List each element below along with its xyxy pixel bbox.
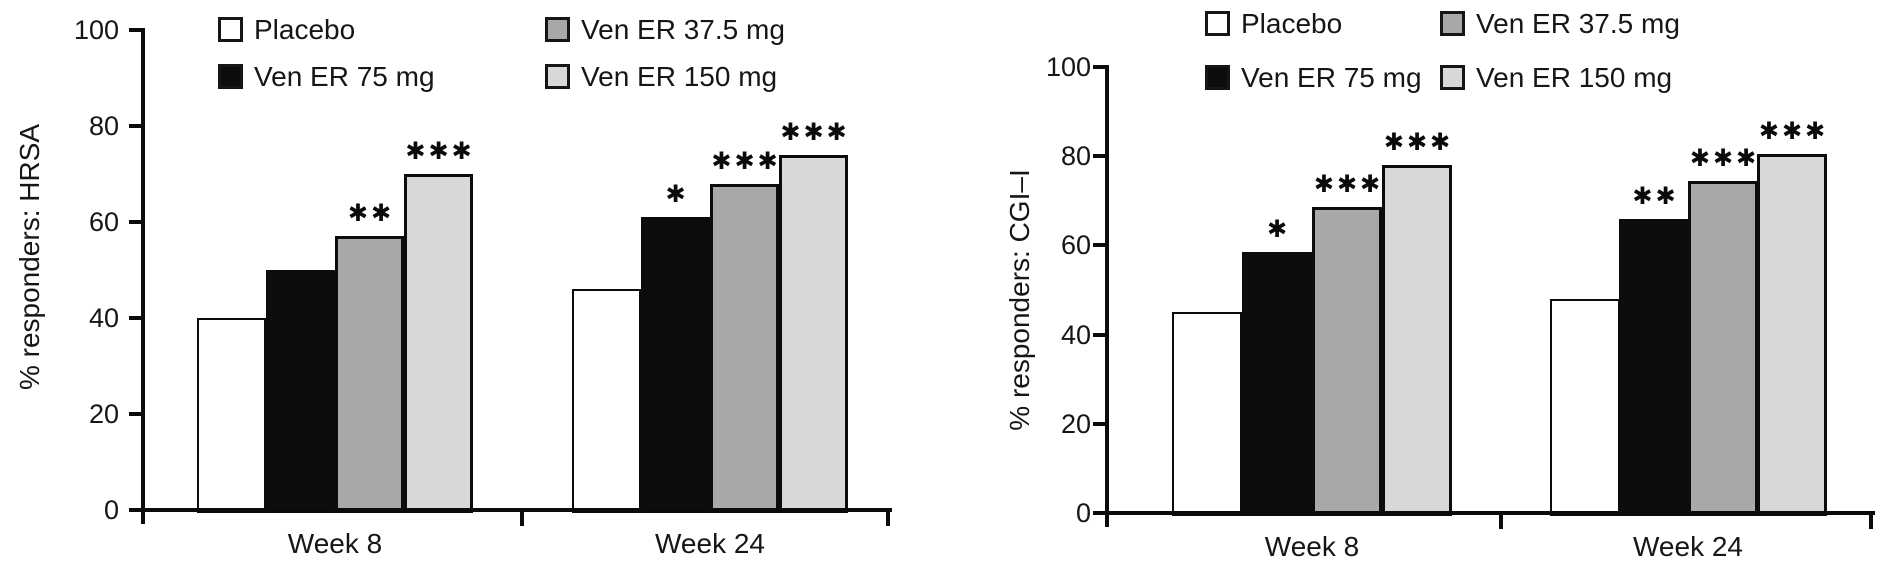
y-axis-label: % responders: CGI–I: [1004, 169, 1035, 431]
x-category-label-week-8: Week 8: [287, 528, 383, 559]
bar-placebo-week-24: [572, 289, 641, 513]
bar-ven-er-150-mg-week-24: [1757, 153, 1827, 516]
legend-label-ven-er-75-mg: Ven ER 75 mg: [254, 60, 435, 92]
y-tick-label: 20: [88, 399, 119, 429]
bar-placebo-week-8: [197, 318, 266, 513]
y-tick-label: 20: [1060, 408, 1091, 439]
legend-label-ven-er-75-mg: Ven ER 75 mg: [1241, 61, 1422, 93]
x-axis-end-tick: [1869, 511, 1873, 529]
y-tick: [129, 412, 145, 416]
x-axis-end-tick: [886, 508, 890, 526]
significance-marker: ✱✱✱: [1313, 170, 1384, 199]
significance-marker: ✱✱: [347, 199, 395, 228]
y-axis-line: [1105, 65, 1109, 527]
legend-label-ven-er-150-mg: Ven ER 150 mg: [581, 60, 778, 92]
x-axis-line: [141, 508, 892, 512]
y-tick: [129, 220, 145, 224]
y-tick: [129, 316, 145, 320]
y-tick: [129, 508, 145, 512]
x-axis-line: [1105, 511, 1875, 515]
legend-swatch-ven-er-37-5-mg: [545, 17, 570, 42]
y-tick-label: 100: [1045, 52, 1091, 82]
legend-swatch-placebo: [218, 17, 243, 42]
bar-placebo-week-24: [1550, 298, 1620, 516]
significance-marker: ✱✱✱: [711, 146, 781, 175]
y-tick-label: 0: [1075, 498, 1091, 528]
y-tick-label: 80: [1060, 141, 1091, 172]
legend-swatch-placebo: [1205, 11, 1230, 36]
x-category-label-week-24: Week 24: [655, 528, 765, 559]
y-tick: [1093, 511, 1109, 515]
legend-swatch-ven-er-37-5-mg: [1440, 11, 1465, 36]
y-tick: [1093, 421, 1109, 426]
significance-marker: ✱: [1266, 215, 1291, 244]
y-tick: [129, 28, 145, 32]
bar-ven-er-37-5-mg-week-24: [710, 183, 779, 513]
y-tick-label: 0: [103, 495, 119, 525]
legend-item-placebo: Placebo: [218, 13, 356, 45]
significance-marker: ✱✱✱: [1689, 143, 1760, 172]
x-category-label-week-24: Week 24: [1633, 531, 1743, 562]
y-tick-label: 40: [88, 303, 119, 333]
legend-item-ven-er-150-mg: Ven ER 150 mg: [545, 60, 778, 92]
bar-ven-er-37-5-mg-week-8: [1312, 207, 1382, 516]
y-axis-line: [141, 28, 145, 524]
bar-ven-er-75-mg-week-24: [641, 217, 710, 513]
y-tick: [129, 124, 145, 128]
legend-item-ven-er-37-5-mg: Ven ER 37.5 mg: [545, 13, 785, 45]
y-tick: [1093, 243, 1109, 248]
legend-item-placebo: Placebo: [1205, 7, 1343, 39]
significance-marker: ✱✱✱: [1383, 128, 1454, 157]
y-tick-label: 60: [88, 207, 119, 237]
x-axis-group-tick: [520, 510, 524, 526]
y-tick-label: 60: [1060, 230, 1091, 261]
bar-ven-er-75-mg-week-8: [266, 270, 335, 513]
y-tick-label: 100: [73, 15, 119, 45]
bar-ven-er-150-mg-week-8: [1382, 165, 1452, 516]
bar-placebo-week-8: [1172, 312, 1242, 516]
legend-label-ven-er-150-mg: Ven ER 150 mg: [1476, 61, 1673, 93]
legend-label-ven-er-37-5-mg: Ven ER 37.5 mg: [1476, 7, 1680, 39]
significance-marker: ✱✱✱: [1758, 116, 1829, 145]
bar-ven-er-150-mg-week-8: [404, 174, 473, 513]
legend-swatch-ven-er-75-mg: [1205, 65, 1230, 90]
significance-marker: ✱: [665, 180, 689, 209]
legend-swatch-ven-er-150-mg: [545, 64, 570, 89]
bar-ven-er-75-mg-week-24: [1619, 218, 1689, 516]
y-tick: [1093, 65, 1109, 69]
bar-ven-er-75-mg-week-8: [1242, 252, 1312, 516]
y-tick-label: 40: [1060, 319, 1091, 350]
bar-ven-er-150-mg-week-24: [779, 154, 848, 513]
legend-item-ven-er-150-mg: Ven ER 150 mg: [1440, 61, 1673, 93]
legend-label-ven-er-37-5-mg: Ven ER 37.5 mg: [581, 13, 785, 45]
legend-label-placebo: Placebo: [254, 13, 356, 45]
y-tick: [1093, 332, 1109, 337]
legend-swatch-ven-er-75-mg: [218, 64, 243, 89]
significance-marker: ✱✱✱: [780, 117, 850, 146]
legend-item-ven-er-75-mg: Ven ER 75 mg: [218, 60, 435, 92]
bar-ven-er-37-5-mg-week-24: [1688, 180, 1758, 516]
significance-marker: ✱✱: [1632, 181, 1679, 210]
y-tick-label: 80: [88, 111, 119, 141]
y-tick: [1093, 154, 1109, 159]
legend-swatch-ven-er-150-mg: [1440, 65, 1465, 90]
significance-marker: ✱✱✱: [405, 137, 475, 165]
legend-label-placebo: Placebo: [1241, 7, 1343, 39]
x-category-label-week-8: Week 8: [1264, 531, 1360, 562]
legend-item-ven-er-75-mg: Ven ER 75 mg: [1205, 61, 1422, 93]
x-axis-group-tick: [1499, 513, 1503, 529]
legend-item-ven-er-37-5-mg: Ven ER 37.5 mg: [1440, 7, 1680, 39]
